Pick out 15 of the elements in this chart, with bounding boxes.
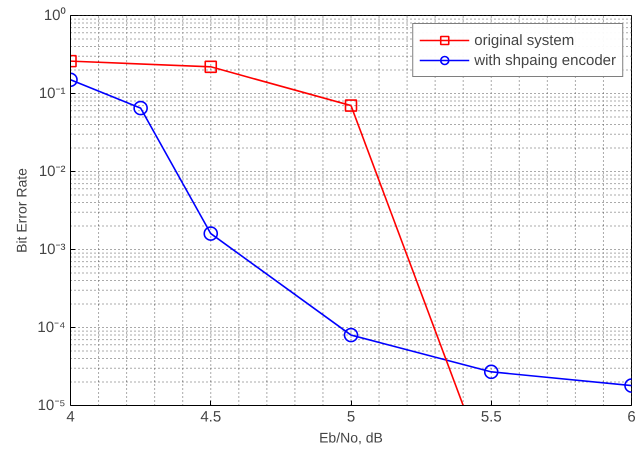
x-tick-label: 5 (346, 408, 356, 426)
legend-label: original system (474, 32, 574, 48)
legend-label: with shpaing encoder (474, 52, 616, 68)
y-axis-title: Bit Error Rate (13, 168, 30, 253)
x-tick-label: 4.5 (200, 408, 222, 426)
y-tick-label: 10⁻³ (38, 241, 66, 258)
x-tick-label: 5.5 (480, 408, 502, 426)
y-tick-label: 10⁰ (44, 7, 66, 24)
x-tick-label: 4 (66, 408, 75, 426)
x-tick-label: 6 (627, 408, 636, 426)
y-tick-label: 10⁻¹ (38, 85, 66, 102)
x-axis-title: Eb/No, dB (319, 430, 383, 446)
y-tick-label: 10⁻² (38, 163, 66, 180)
y-tick-label: 10⁻⁵ (38, 397, 66, 414)
y-tick-label: 10⁻⁴ (37, 319, 66, 336)
